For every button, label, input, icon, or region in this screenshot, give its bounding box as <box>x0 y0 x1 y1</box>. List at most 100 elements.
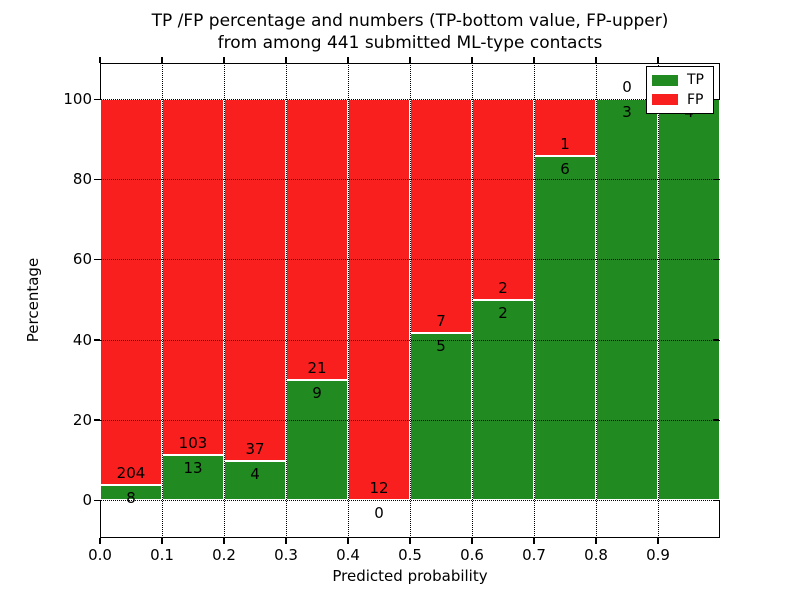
x-tick-bottom <box>595 538 597 544</box>
gridline-horizontal <box>100 259 720 261</box>
x-tick-label: 0.0 <box>88 546 112 564</box>
y-tick-left <box>94 339 100 341</box>
y-tick-right <box>713 98 719 100</box>
chart-title-line2: from among 441 submitted ML-type contact… <box>217 33 603 53</box>
y-tick-label: 40 <box>72 330 92 349</box>
y-tick-label: 60 <box>72 250 92 269</box>
x-tick-bottom <box>409 538 411 544</box>
bar-segment-tp <box>162 455 224 500</box>
bar-count-label-fp: 37 <box>245 439 265 458</box>
bar-count-label-fp: 7 <box>436 311 446 330</box>
y-tick-left <box>94 419 100 421</box>
x-tick-top <box>347 57 349 63</box>
x-tick-label: 0.5 <box>398 546 422 564</box>
bar-count-label-fp: 12 <box>369 479 389 497</box>
x-tick-top <box>657 57 659 63</box>
bar-segment-tp <box>224 460 286 500</box>
bar-count-label-fp: 1 <box>560 135 570 154</box>
gridline-vertical <box>162 63 163 538</box>
bar-count-label-fp: 21 <box>307 358 327 377</box>
bar-segment-tp <box>472 299 534 500</box>
bar-segment-tp <box>410 332 472 500</box>
gridline-vertical <box>348 63 349 538</box>
y-tick-label: 80 <box>72 170 92 189</box>
bar-count-label-tp: 8 <box>126 488 136 507</box>
bar-segment-tp <box>534 156 596 500</box>
gridline-vertical <box>224 63 225 538</box>
y-tick-left <box>94 258 100 261</box>
y-tick-right <box>713 419 719 421</box>
x-tick-top <box>409 57 411 63</box>
y-tick-label: 20 <box>72 410 92 429</box>
bar-segment-tp <box>658 99 720 500</box>
bar-count-label-tp: 2 <box>498 303 508 322</box>
x-tick-bottom <box>657 538 659 544</box>
y-tick-right <box>713 178 719 181</box>
y-tick-label: 100 <box>63 90 92 108</box>
x-tick-bottom <box>223 538 225 544</box>
x-tick-bottom <box>161 538 163 544</box>
x-tick-top <box>285 57 287 63</box>
bar-count-label-tp: 9 <box>312 383 322 402</box>
bar-segment-fp <box>224 99 286 461</box>
x-tick-bottom <box>347 538 349 544</box>
x-axis-label: Predicted probability <box>332 567 488 585</box>
gridline-vertical <box>286 63 287 538</box>
x-tick-top <box>471 57 473 63</box>
y-tick-left <box>94 98 100 100</box>
bar-count-label-fp: 204 <box>116 463 146 482</box>
x-tick-label: 0.4 <box>336 546 360 564</box>
bar-segment-fp <box>472 99 534 300</box>
x-tick-label: 0.6 <box>460 546 484 564</box>
bar-segment-fp <box>162 99 224 456</box>
bar-count-label-fp: 2 <box>498 278 508 297</box>
x-tick-top <box>161 57 163 63</box>
x-tick-top <box>223 57 225 63</box>
gridline-horizontal <box>100 339 720 341</box>
bar-count-label-tp: 0 <box>374 504 384 522</box>
x-tick-label: 0.3 <box>274 546 298 564</box>
bar-segment-fp <box>534 99 596 157</box>
legend-swatch-tp <box>652 74 678 86</box>
bar-count-label-tp: 4 <box>250 464 260 483</box>
bar-count-label-tp: 13 <box>183 459 203 478</box>
bar-count-label-tp: 5 <box>436 336 446 355</box>
bar-count-label-fp: 103 <box>178 434 208 453</box>
bar-segment-fp <box>100 99 162 485</box>
gridline-vertical <box>410 63 411 538</box>
chart-title-line1: TP /FP percentage and numbers (TP-bottom… <box>151 11 669 31</box>
x-tick-top <box>595 57 597 63</box>
legend-entry: TP <box>652 72 708 88</box>
y-tick-right <box>713 499 719 501</box>
gridline-horizontal <box>100 419 720 421</box>
legend-label: FP <box>687 91 704 108</box>
legend: TP FP <box>646 66 714 114</box>
x-tick-bottom <box>285 538 287 544</box>
gridline-vertical <box>472 63 473 538</box>
bar-count-label-tp: 6 <box>560 160 570 179</box>
y-tick-left <box>94 178 100 181</box>
x-tick-top <box>533 57 535 63</box>
x-tick-label: 0.8 <box>584 546 608 564</box>
x-tick-label: 0.2 <box>212 546 236 564</box>
legend-swatch-fp <box>652 94 678 106</box>
bar-segment-tp <box>596 99 658 500</box>
gridline-horizontal <box>100 500 720 501</box>
gridline-vertical <box>658 63 659 538</box>
gridline-vertical <box>596 63 597 538</box>
y-tick-right <box>713 339 719 341</box>
gridline-horizontal <box>100 179 720 181</box>
gridline-horizontal <box>100 99 720 100</box>
x-tick-top <box>99 57 101 63</box>
bar-count-label-fp: 0 <box>622 78 632 96</box>
y-tick-left <box>94 499 100 501</box>
y-tick-right <box>713 258 719 261</box>
bar-segment-fp <box>348 99 410 500</box>
legend-entry: FP <box>652 92 708 108</box>
bar-count-label-tp: 3 <box>622 103 632 121</box>
legend-label: TP <box>687 72 704 89</box>
bar-segment-tp <box>100 484 162 500</box>
x-tick-bottom <box>471 538 473 544</box>
x-tick-label: 0.1 <box>150 546 174 564</box>
